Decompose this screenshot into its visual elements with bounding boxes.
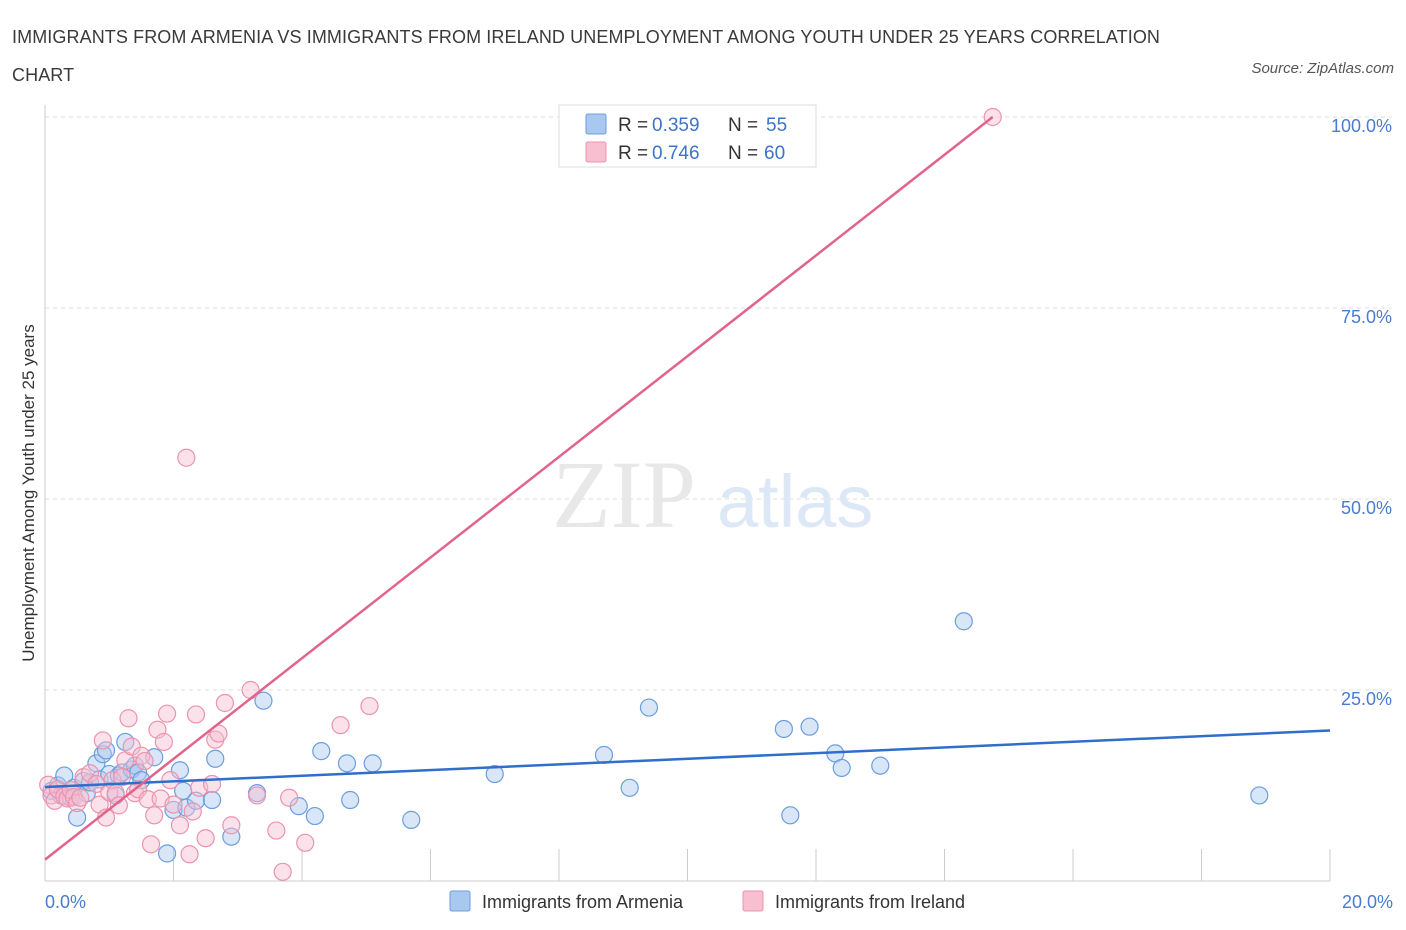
- ireland-point: [196, 829, 215, 848]
- ireland-point: [273, 862, 292, 881]
- ireland-point: [183, 802, 202, 821]
- armenia-trend-line: [44, 729, 1331, 789]
- ireland-point: [177, 448, 196, 467]
- armenia-point: [363, 754, 382, 773]
- ireland-point: [80, 764, 100, 783]
- armenia-point: [1250, 786, 1269, 805]
- armenia-point: [206, 749, 225, 768]
- watermark-zip: ZIP: [552, 441, 696, 548]
- armenia-point: [832, 758, 851, 778]
- ireland-point: [222, 816, 241, 835]
- x-tick-labels: 0.0% 20.0%: [45, 892, 1393, 912]
- ireland-point: [164, 795, 183, 814]
- legend-n-value-armenia: 55: [766, 115, 787, 136]
- ireland-point: [135, 751, 154, 771]
- ireland-point: [145, 806, 164, 825]
- bottom-legend-swatch-armenia: [449, 890, 471, 912]
- armenia-point: [312, 742, 331, 761]
- armenia-point: [157, 844, 177, 863]
- ireland-point: [132, 746, 151, 765]
- legend-n-label-ireland: N =: [728, 143, 758, 164]
- ireland-point: [215, 693, 234, 713]
- armenia-point: [620, 778, 639, 797]
- top-legend: R = 0.359 N = 55 R = 0.746 N = 60: [558, 104, 817, 168]
- watermark-atlas: atlas: [717, 460, 873, 543]
- series-ireland-points: [39, 107, 1002, 881]
- ireland-point: [267, 821, 286, 840]
- ireland-point: [331, 716, 350, 735]
- armenia-point: [954, 612, 973, 631]
- ireland-point: [280, 788, 299, 807]
- armenia-point: [781, 806, 800, 825]
- armenia-point: [639, 698, 659, 717]
- bottom-legend: Immigrants from Armenia Immigrants from …: [449, 890, 965, 912]
- y-tick-labels: 25.0% 50.0% 75.0% 100.0%: [1331, 116, 1392, 709]
- legend-r-value-ireland: 0.746: [652, 143, 700, 164]
- ireland-point: [157, 704, 177, 723]
- ireland-point: [71, 788, 90, 807]
- chart-source: Source: ZipAtlas.com: [1251, 60, 1394, 77]
- ireland-point: [119, 709, 138, 728]
- bottom-legend-label-ireland: Immigrants from Ireland: [775, 892, 965, 912]
- ireland-point: [68, 793, 87, 813]
- ireland-point: [170, 816, 190, 835]
- legend-r-label-armenia: R =: [618, 115, 648, 136]
- ireland-point: [180, 845, 199, 864]
- armenia-point: [341, 790, 360, 810]
- ireland-point: [186, 705, 206, 724]
- ireland-point: [39, 775, 58, 794]
- ireland-point: [109, 796, 128, 815]
- x-tick-label: 0.0%: [45, 892, 86, 912]
- armenia-point: [254, 691, 273, 710]
- ireland-point: [129, 780, 148, 799]
- armenia-point: [485, 764, 504, 784]
- ireland-point: [93, 731, 112, 750]
- legend-n-value-ireland: 60: [764, 143, 785, 164]
- grid-lines: [45, 116, 1392, 691]
- ireland-point: [202, 774, 222, 794]
- armenia-point: [594, 745, 614, 765]
- ireland-point: [154, 732, 173, 752]
- armenia-point: [305, 806, 324, 826]
- ireland-point: [122, 737, 141, 756]
- armenia-point: [202, 790, 222, 810]
- y-axis-title: Unemployment Among Youth under 25 years: [19, 324, 38, 661]
- armenia-point: [96, 741, 116, 760]
- y-tick-label: 25.0%: [1341, 689, 1392, 709]
- armenia-point: [170, 761, 190, 780]
- ireland-point: [241, 680, 260, 700]
- legend-r-label-ireland: R =: [618, 143, 648, 164]
- armenia-point: [800, 717, 819, 736]
- ireland-point: [141, 835, 161, 854]
- chart-title: IMMIGRANTS FROM ARMENIA VS IMMIGRANTS FR…: [12, 27, 1161, 85]
- ireland-point: [247, 786, 267, 805]
- bottom-legend-label-armenia: Immigrants from Armenia: [482, 892, 684, 912]
- legend-swatch-armenia: [585, 113, 607, 135]
- legend-n-label-armenia: N =: [728, 115, 758, 136]
- ireland-trend-line: [44, 116, 994, 861]
- bottom-legend-swatch-ireland: [742, 890, 764, 912]
- x-tick-label: 20.0%: [1342, 892, 1393, 912]
- legend-r-value-armenia: 0.359: [652, 115, 700, 136]
- y-tick-label: 100.0%: [1331, 116, 1392, 136]
- armenia-point: [402, 810, 421, 829]
- y-tick-label: 75.0%: [1341, 307, 1392, 327]
- x-axis-ticks: [44, 849, 1331, 881]
- armenia-point: [871, 756, 890, 775]
- armenia-point: [68, 808, 87, 827]
- watermark: ZIP atlas: [552, 441, 873, 548]
- armenia-point: [337, 754, 357, 773]
- ireland-point: [360, 696, 379, 716]
- y-tick-label: 50.0%: [1341, 498, 1392, 518]
- ireland-point: [138, 790, 157, 809]
- ireland-point: [296, 833, 315, 852]
- armenia-point: [774, 719, 793, 739]
- legend-swatch-ireland: [585, 141, 607, 163]
